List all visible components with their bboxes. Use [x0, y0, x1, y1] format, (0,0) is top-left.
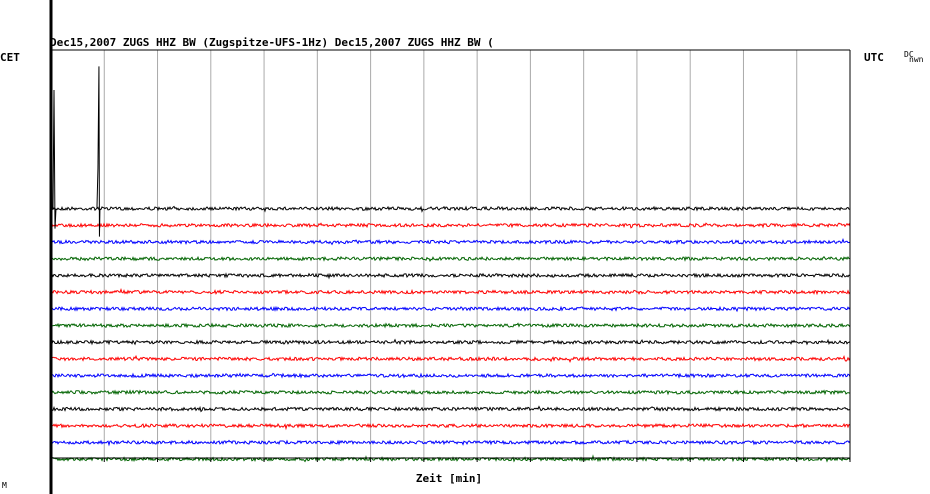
corner-mark: M: [2, 481, 7, 490]
event-spike: [96, 66, 101, 237]
trace-line: [50, 238, 851, 246]
plot-axes: [49, 0, 851, 494]
trace-line: [50, 354, 851, 363]
trace-line: [50, 272, 851, 280]
trace-line: [50, 422, 851, 431]
minute-grid: [103, 50, 798, 458]
trace-line: [50, 205, 851, 213]
trace-line: [50, 322, 851, 329]
dc-unit-label: nwn: [909, 55, 924, 64]
trace-line: [50, 389, 851, 396]
dc-label: DC: [904, 50, 914, 59]
trace-line: [50, 439, 851, 447]
trace-line: [50, 454, 851, 463]
trace-line: [50, 222, 851, 229]
trace-line: [50, 372, 851, 379]
start-spike: [52, 89, 57, 229]
x-axis-label: Zeit [min]: [416, 472, 482, 485]
trace-line: [50, 305, 851, 313]
trace-line: [50, 338, 851, 346]
chart-title: Dec15,2007 ZUGS HHZ BW (Zugspitze-UFS-1H…: [50, 36, 494, 49]
cet-label: CET: [0, 51, 20, 64]
trace-line: [50, 405, 851, 413]
trace-line: [50, 287, 851, 296]
seismic-traces: [50, 66, 851, 463]
trace-line: [50, 255, 851, 262]
utc-label: UTC: [864, 51, 884, 64]
